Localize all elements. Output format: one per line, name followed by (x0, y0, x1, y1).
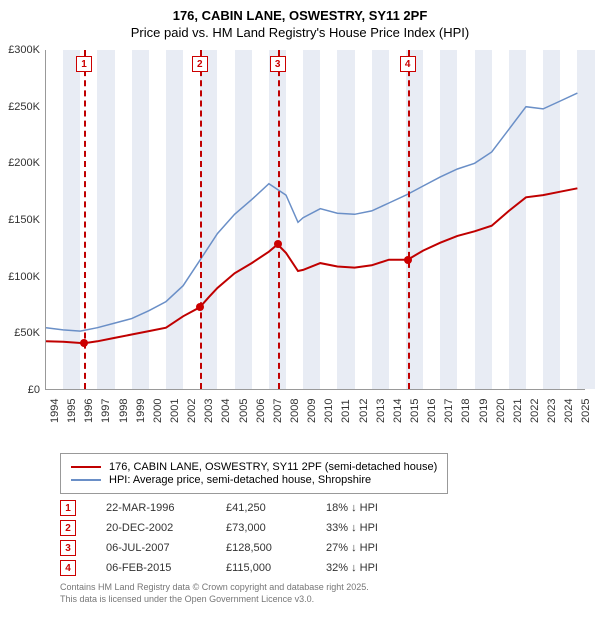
x-tick-label: 1998 (118, 399, 130, 423)
x-tick-label: 2018 (460, 399, 472, 423)
x-tick-label: 1996 (83, 399, 95, 423)
transaction-index-box: 3 (60, 540, 76, 556)
transaction-marker-box: 4 (400, 56, 416, 72)
transaction-index-box: 2 (60, 520, 76, 536)
transaction-hpi-diff: 32% ↓ HPI (326, 562, 426, 574)
x-tick-label: 2023 (546, 399, 558, 423)
x-tick-label: 1997 (100, 399, 112, 423)
x-tick-label: 2017 (443, 399, 455, 423)
x-tick-label: 2013 (375, 399, 387, 423)
transaction-row: 1 22-MAR-1996£41,25018% ↓ HPI (60, 498, 426, 518)
transaction-index-box: 4 (60, 560, 76, 576)
x-tick-label: 2004 (220, 399, 232, 423)
y-tick-label: £100K (8, 271, 40, 283)
hpi-line (46, 93, 577, 331)
y-tick-label: £150K (8, 214, 40, 226)
transaction-marker-box: 2 (192, 56, 208, 72)
x-tick-label: 2011 (340, 399, 352, 423)
x-tick-label: 2007 (272, 399, 284, 423)
x-tick-label: 2025 (580, 399, 592, 423)
title-address: 176, CABIN LANE, OSWESTRY, SY11 2PF (0, 8, 600, 23)
x-tick-label: 2009 (306, 399, 318, 423)
transaction-date: 06-FEB-2015 (106, 562, 226, 574)
x-tick-label: 2006 (255, 399, 267, 423)
transaction-date: 20-DEC-2002 (106, 522, 226, 534)
transaction-hpi-diff: 27% ↓ HPI (326, 542, 426, 554)
y-tick-label: £200K (8, 157, 40, 169)
transaction-table: 1 22-MAR-1996£41,25018% ↓ HPI 2 20-DEC-2002… (60, 498, 426, 578)
transaction-point (80, 339, 88, 347)
transaction-hpi-diff: 33% ↓ HPI (326, 522, 426, 534)
legend: 176, CABIN LANE, OSWESTRY, SY11 2PF (sem… (60, 453, 448, 494)
y-tick-label: £300K (8, 44, 40, 56)
chart-container: 176, CABIN LANE, OSWESTRY, SY11 2PF Pric… (0, 0, 600, 620)
y-tick-label: £50K (14, 327, 40, 339)
chart-svg (46, 50, 586, 390)
legend-row-hpi: HPI: Average price, semi-detached house,… (71, 474, 437, 486)
x-tick-label: 1995 (66, 399, 78, 423)
footer-attribution: Contains HM Land Registry data © Crown c… (60, 582, 369, 605)
legend-swatch-hpi (71, 479, 101, 481)
transaction-point (404, 256, 412, 264)
transaction-date: 06-JUL-2007 (106, 542, 226, 554)
transaction-hpi-diff: 18% ↓ HPI (326, 502, 426, 514)
transaction-price: £73,000 (226, 522, 326, 534)
legend-label-hpi: HPI: Average price, semi-detached house,… (109, 474, 371, 486)
legend-swatch-price (71, 466, 101, 468)
footer-line1: Contains HM Land Registry data © Crown c… (60, 582, 369, 594)
transaction-price: £128,500 (226, 542, 326, 554)
transaction-point (274, 240, 282, 248)
x-tick-label: 2003 (203, 399, 215, 423)
x-tick-label: 2020 (495, 399, 507, 423)
transaction-date: 22-MAR-1996 (106, 502, 226, 514)
transaction-marker-line (408, 50, 410, 389)
x-tick-label: 2005 (238, 399, 250, 423)
x-tick-label: 2012 (358, 399, 370, 423)
x-tick-label: 2019 (478, 399, 490, 423)
transaction-marker-box: 3 (270, 56, 286, 72)
footer-line2: This data is licensed under the Open Gov… (60, 594, 369, 606)
transaction-price: £41,250 (226, 502, 326, 514)
x-tick-label: 2024 (563, 399, 575, 423)
x-tick-label: 2010 (323, 399, 335, 423)
title-subtitle: Price paid vs. HM Land Registry's House … (0, 25, 600, 40)
chart-area: 1234 £0£50K£100K£150K£200K£250K£300K1994… (45, 50, 585, 420)
x-tick-label: 2016 (426, 399, 438, 423)
x-tick-label: 1994 (49, 399, 61, 423)
title-block: 176, CABIN LANE, OSWESTRY, SY11 2PF Pric… (0, 0, 600, 40)
transaction-row: 2 20-DEC-2002£73,00033% ↓ HPI (60, 518, 426, 538)
transaction-marker-line (84, 50, 86, 389)
x-tick-label: 2002 (186, 399, 198, 423)
transaction-marker-line (278, 50, 280, 389)
transaction-row: 3 06-JUL-2007£128,50027% ↓ HPI (60, 538, 426, 558)
transaction-price: £115,000 (226, 562, 326, 574)
x-tick-label: 2008 (289, 399, 301, 423)
y-tick-label: £250K (8, 101, 40, 113)
x-tick-label: 2021 (512, 399, 524, 423)
x-tick-label: 2014 (392, 399, 404, 423)
x-tick-label: 2001 (169, 399, 181, 423)
transaction-index-box: 1 (60, 500, 76, 516)
transaction-row: 4 06-FEB-2015£115,00032% ↓ HPI (60, 558, 426, 578)
x-tick-label: 2022 (529, 399, 541, 423)
x-tick-label: 2000 (152, 399, 164, 423)
x-tick-label: 1999 (135, 399, 147, 423)
transaction-marker-box: 1 (76, 56, 92, 72)
legend-row-price: 176, CABIN LANE, OSWESTRY, SY11 2PF (sem… (71, 461, 437, 473)
legend-label-price: 176, CABIN LANE, OSWESTRY, SY11 2PF (sem… (109, 461, 437, 473)
plot-region: 1 2 3 4 (45, 50, 585, 390)
y-tick-label: £0 (28, 384, 40, 396)
transaction-point (196, 303, 204, 311)
x-tick-label: 2015 (409, 399, 421, 423)
transaction-marker-line (200, 50, 202, 389)
